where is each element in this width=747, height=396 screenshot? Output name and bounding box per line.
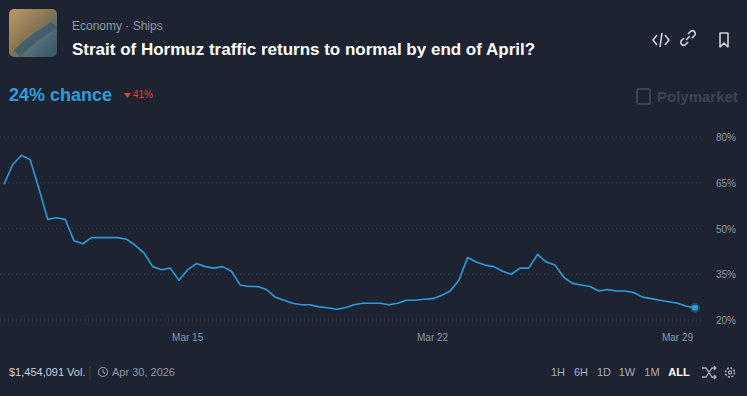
thumbnail [9,9,57,57]
volume: $1,454,091 Vol. [9,366,85,378]
plot-area [4,155,700,312]
settings-icon[interactable] [726,368,735,377]
grid-line [0,228,702,229]
change: 41% [133,89,153,100]
range-button[interactable]: ALL [668,366,690,378]
change-arrow [124,93,131,98]
x-tick-label: Mar 29 [662,332,694,343]
range-button[interactable]: 1H [551,366,565,378]
clock-hands [103,370,105,374]
y-tick-label: 35% [716,269,736,280]
end-dot [692,305,698,311]
clock-icon [99,368,108,377]
brand-logo [637,89,650,104]
shuffle-icon[interactable] [702,366,716,379]
y-tick-label: 65% [716,178,736,189]
page: Economy · Ships Strait of Hormuz traffic … [0,0,747,396]
y-tick-label: 80% [716,132,736,143]
x-tick-label: Mar 22 [417,332,449,343]
grid-line [0,182,702,183]
link-icon[interactable] [681,31,696,46]
price-line [4,155,695,309]
range-button[interactable]: 1W [619,366,636,378]
y-tick-label: 50% [716,224,736,235]
title: Strait of Hormuz traffic returns to norm… [72,40,535,59]
range-button[interactable]: 6H [574,366,588,378]
category: Economy · Ships [72,19,163,33]
x-tick-label: Mar 15 [172,332,204,343]
range-button[interactable]: 1M [644,366,659,378]
grid-line [0,274,702,275]
embed-icon[interactable] [653,33,669,47]
range-button[interactable]: 1D [597,366,611,378]
bookmark-icon[interactable] [720,33,728,47]
end-dot-halo [690,303,700,313]
thumbnail-water [14,22,57,57]
y-tick-label: 20% [716,315,736,326]
grid-line [0,137,702,138]
end-date: Apr 30, 2026 [112,366,175,378]
grid-line [0,320,702,321]
brand: Polymarket [657,88,738,105]
background [0,0,747,396]
chance: 24% chance [9,85,112,105]
divider [90,366,91,380]
settings-center [728,371,731,374]
